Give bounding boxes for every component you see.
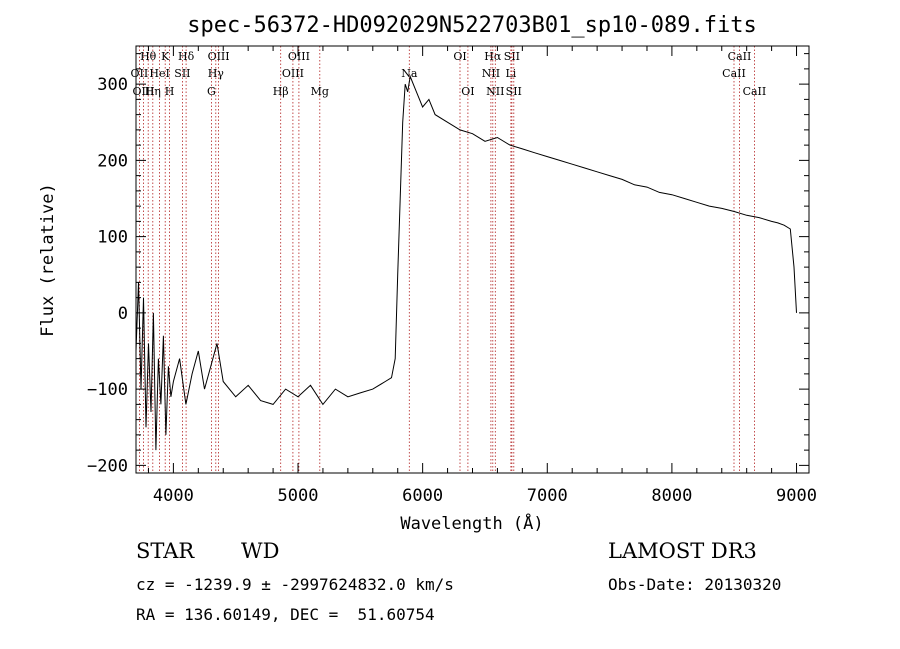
line-markers: Hθ OII OIII K HeI Hη Hδ SII H OIII Hγ G OIII OIII Hβ Mg… <box>131 46 767 473</box>
line-label: HeI <box>149 67 169 80</box>
spectrum-series <box>135 74 797 451</box>
redshift-label: cz = -1239.9 ± -2997624832.0 km/s <box>136 575 454 594</box>
line-label: Hγ <box>208 67 225 80</box>
line-label: NII <box>482 67 500 80</box>
chart-title: spec-56372-HD092029N522703B01_sp10-089.f… <box>187 13 757 38</box>
x-tick-label: 9000 <box>776 486 817 506</box>
line-label: SII <box>174 67 190 80</box>
line-label: OIII <box>288 50 310 63</box>
line-label: SII <box>506 85 522 98</box>
line-label: Hα <box>484 50 502 63</box>
y-tick-label: −200 <box>87 456 128 476</box>
line-label: Mg <box>311 85 329 98</box>
x-tick-label: 5000 <box>278 486 319 506</box>
line-label: OIII <box>208 50 230 63</box>
x-tick-label: 4000 <box>153 486 194 506</box>
line-label: Hδ <box>178 50 195 63</box>
y-tick-label: 0 <box>118 304 128 324</box>
line-label: Hη <box>145 85 161 98</box>
x-tick-label: 8000 <box>651 486 692 506</box>
y-axis-label: Flux (relative) <box>38 183 58 337</box>
line-label: OIII <box>282 67 304 80</box>
line-label: Hθ <box>140 50 157 63</box>
line-label: CaII <box>722 67 746 80</box>
line-label: H <box>165 85 175 98</box>
x-axis-ticks: 4000 5000 6000 7000 8000 9000 <box>147 46 817 506</box>
y-tick-label: 300 <box>97 75 128 95</box>
line-label: CaII <box>743 85 767 98</box>
line-label: SII <box>504 50 520 63</box>
line-label: OI <box>461 85 474 98</box>
class-label: STAR <box>136 539 195 563</box>
line-label: Na <box>401 67 418 80</box>
line-label: K <box>161 50 170 63</box>
line-label: CaII <box>728 50 752 63</box>
coordinates-label: RA = 136.60149, DEC = 51.60754 <box>136 605 435 624</box>
subclass-label: WD <box>241 539 280 563</box>
y-tick-label: −100 <box>87 380 128 400</box>
spectrum-line <box>135 74 797 451</box>
y-tick-label: 100 <box>97 228 128 248</box>
x-tick-label: 7000 <box>527 486 568 506</box>
line-label: Hβ <box>273 85 289 98</box>
line-label: G <box>207 85 216 98</box>
x-axis-label: Wavelength (Å) <box>400 512 543 534</box>
x-tick-label: 6000 <box>402 486 443 506</box>
survey-label: LAMOST DR3 <box>608 539 757 563</box>
y-tick-label: 200 <box>97 151 128 171</box>
y-axis-ticks: −200 −100 0 100 200 300 <box>87 53 809 476</box>
plot-frame <box>135 45 810 474</box>
line-label: OIII <box>132 85 154 98</box>
line-label: NII <box>486 85 504 98</box>
line-label: OII <box>131 67 149 80</box>
line-label: OI <box>453 50 466 63</box>
line-label: Li <box>505 67 516 80</box>
obs-date-label: Obs-Date: 20130320 <box>608 575 782 594</box>
